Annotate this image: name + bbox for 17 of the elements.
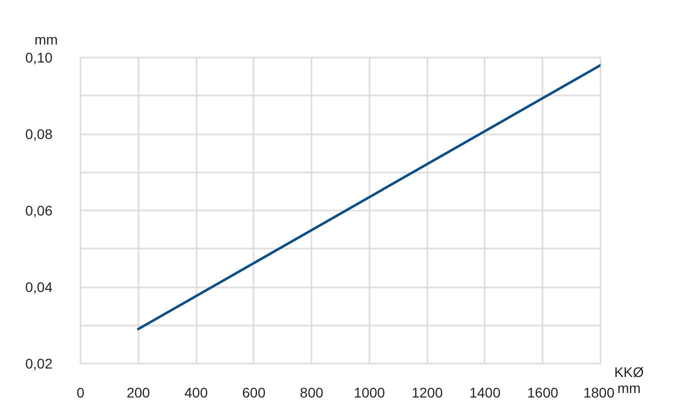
x-tick-label: 1400 [469,384,501,400]
y-tick-label: 0,02 [25,356,53,372]
x-axis-title: KKØ mm [614,364,644,396]
x-tick-label: 400 [184,384,208,400]
x-tick-label: 600 [242,384,266,400]
y-tick-label: 0,08 [25,126,53,142]
x-tick-label: 0 [76,384,85,400]
x-tick-label: 1800 [583,384,615,400]
y-tick-label: 0,04 [25,279,53,295]
y-tick-label: 0,10 [25,50,53,66]
y-tick-label: 0,06 [25,202,53,218]
y-axis-title: mm [34,32,58,48]
x-tick-label: 200 [126,384,150,400]
x-tick-label: 800 [300,384,324,400]
x-tick-label: 1000 [354,384,386,400]
x-tick-label: 1600 [527,384,559,400]
x-tick-label: 1200 [412,384,443,400]
